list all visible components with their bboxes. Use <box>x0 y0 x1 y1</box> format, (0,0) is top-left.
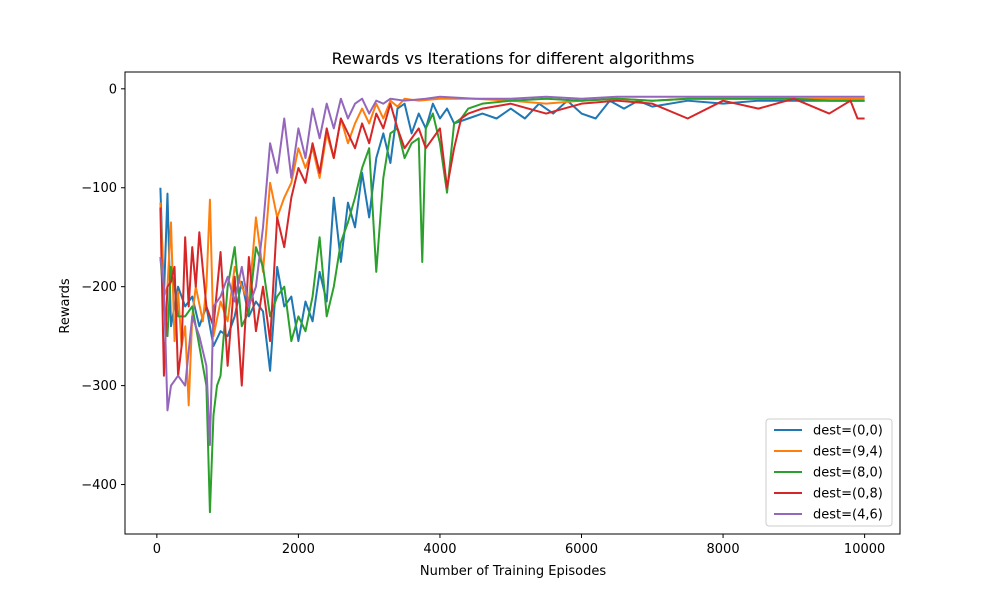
x-tick-label: 10000 <box>844 542 885 557</box>
x-tick-label: 8000 <box>707 542 740 557</box>
series-line-4 <box>159 97 865 387</box>
y-axis-label: Rewards <box>58 278 73 333</box>
y-tick-label: −400 <box>81 478 117 493</box>
y-tick-label: −200 <box>81 280 117 295</box>
x-tick-label: 4000 <box>423 542 456 557</box>
series-line-2 <box>159 97 865 407</box>
chart-title: Rewards vs Iterations for different algo… <box>332 49 695 68</box>
series-line-5 <box>159 95 865 446</box>
y-tick-label: −100 <box>81 181 117 196</box>
legend-box <box>765 418 893 527</box>
plot-area: 0 2000 4000 6000 8000 10000 0 −100 −200 −300 −400 <box>81 71 901 557</box>
series-line-3 <box>159 97 865 514</box>
legend-label-2: dest=(9,4) <box>813 445 883 460</box>
x-tick-label: 6000 <box>565 542 598 557</box>
x-tick-label: 0 <box>153 542 161 557</box>
legend: dest=(0,0) dest=(9,4) dest=(8,0) dest=(0,8)… <box>765 418 893 527</box>
legend-label-4: dest=(0,8) <box>813 487 883 502</box>
series-lines <box>159 95 865 514</box>
y-tick-label: 0 <box>109 82 117 97</box>
legend-label-3: dest=(8,0) <box>813 466 883 481</box>
legend-label-1: dest=(0,0) <box>813 424 883 439</box>
plot-frame <box>124 71 901 535</box>
x-axis-label: Number of Training Episodes <box>420 564 606 579</box>
legend-label-5: dest=(4,6) <box>813 508 883 523</box>
y-tick-label: −300 <box>81 379 117 394</box>
x-tick-label: 2000 <box>282 542 315 557</box>
